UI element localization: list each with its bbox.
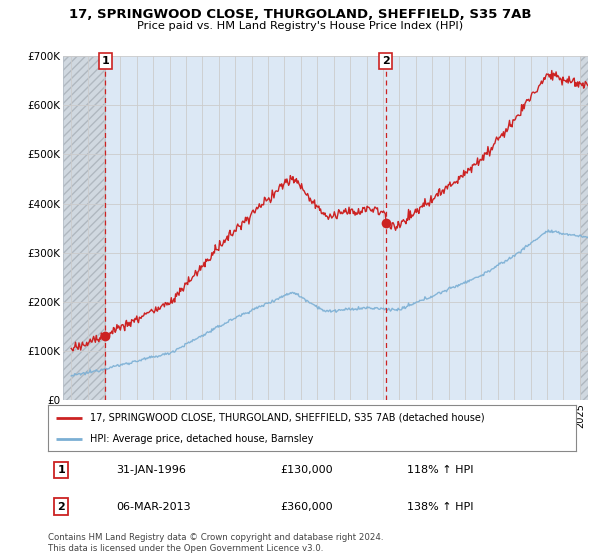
Text: 17, SPRINGWOOD CLOSE, THURGOLAND, SHEFFIELD, S35 7AB (detached house): 17, SPRINGWOOD CLOSE, THURGOLAND, SHEFFI…: [90, 413, 485, 423]
Text: 31-JAN-1996: 31-JAN-1996: [116, 465, 187, 475]
Text: Contains HM Land Registry data © Crown copyright and database right 2024.
This d: Contains HM Land Registry data © Crown c…: [48, 533, 383, 553]
Text: £360,000: £360,000: [280, 502, 333, 511]
Text: 2: 2: [58, 502, 65, 511]
Text: 118% ↑ HPI: 118% ↑ HPI: [407, 465, 473, 475]
Text: 06-MAR-2013: 06-MAR-2013: [116, 502, 191, 511]
Text: £130,000: £130,000: [280, 465, 333, 475]
Text: 1: 1: [101, 56, 109, 66]
Bar: [580, 56, 588, 400]
Text: 2: 2: [382, 56, 389, 66]
Text: Price paid vs. HM Land Registry's House Price Index (HPI): Price paid vs. HM Land Registry's House …: [137, 21, 463, 31]
Text: 1: 1: [58, 465, 65, 475]
Bar: [63, 56, 106, 400]
Text: 17, SPRINGWOOD CLOSE, THURGOLAND, SHEFFIELD, S35 7AB: 17, SPRINGWOOD CLOSE, THURGOLAND, SHEFFI…: [69, 8, 531, 21]
Text: HPI: Average price, detached house, Barnsley: HPI: Average price, detached house, Barn…: [90, 435, 314, 444]
Text: 138% ↑ HPI: 138% ↑ HPI: [407, 502, 473, 511]
